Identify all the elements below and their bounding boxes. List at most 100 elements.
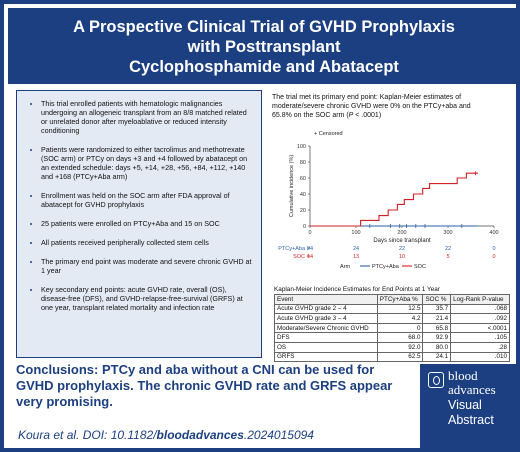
table-row: Acute GVHD grade 3 – 4 4.2 21.4.092 bbox=[274, 313, 510, 324]
endpoint-table: Event PTCy+Aba % SOC % Log-Rank P-value … bbox=[274, 294, 510, 363]
y-tick-label: 100 bbox=[297, 144, 306, 150]
x-tick-label: 100 bbox=[351, 230, 360, 236]
table-cell: .28 bbox=[450, 341, 510, 353]
col-header-soc: SOC % bbox=[422, 294, 452, 305]
x-tick-label: 400 bbox=[489, 230, 498, 236]
risk-value: 0 bbox=[492, 254, 495, 260]
table-cell: 92.0 bbox=[376, 341, 424, 353]
result-line-3-post: < .0001) bbox=[353, 112, 382, 119]
legend-label-0: PTCy+Aba bbox=[372, 264, 400, 270]
col-header-ptcy: PTCy+Aba % bbox=[376, 294, 424, 305]
table-cell: Acute GVHD grade 2 – 4 bbox=[274, 303, 378, 315]
logo-line-3: Visual bbox=[448, 398, 482, 412]
table-cell: .092 bbox=[450, 313, 510, 324]
legend-title: Arm bbox=[340, 264, 351, 270]
y-tick-label: 60 bbox=[300, 176, 306, 182]
table-cell: .105 bbox=[450, 332, 510, 343]
risk-value: 24 bbox=[307, 246, 313, 252]
risk-value: 14 bbox=[307, 254, 313, 260]
table-cell: 24.1 bbox=[422, 351, 452, 363]
table-cell: <.0001 bbox=[450, 322, 510, 334]
result-line-3: 65.8% on the SOC arm (P < .0001) bbox=[272, 111, 512, 120]
table-cell: DFS bbox=[274, 332, 378, 343]
col-header-event: Event bbox=[274, 294, 378, 305]
bullet-primary-endpoint: The primary end point was moderate and s… bbox=[41, 257, 255, 275]
risk-value: 22 bbox=[399, 246, 405, 252]
logo-wordmark: blood advances bbox=[448, 369, 514, 397]
logo-line-2: advances bbox=[448, 382, 496, 397]
table-row: OS 92.0 80.0.28 bbox=[274, 341, 510, 353]
risk-row-label: SOC bbox=[293, 254, 305, 260]
table-row: GRFS 62.5 24.1.010 bbox=[274, 351, 510, 363]
result-line-1: The trial met its primary end point: Kap… bbox=[272, 94, 462, 101]
result-line-2: moderate/severe chronic GVHD were 0% on … bbox=[272, 103, 471, 110]
table-cell: 80.0 bbox=[422, 341, 452, 353]
table-cell: 12.5 bbox=[376, 303, 424, 315]
table-cell: Acute GVHD grade 3 – 4 bbox=[274, 313, 378, 324]
risk-value: 24 bbox=[353, 246, 359, 252]
table-cell: .068 bbox=[450, 303, 510, 315]
censored-legend: + Censored bbox=[314, 131, 343, 137]
primary-endpoint-result: The trial met its primary end point: Kap… bbox=[272, 93, 512, 120]
citation-journal: bloodadvances bbox=[156, 428, 244, 442]
table-row: DFS 68.0 92.9.105 bbox=[274, 332, 510, 343]
bullet-secondary-endpoints: Key secondary end points: acute GVHD rat… bbox=[41, 285, 255, 312]
title-line-2: with Posttransplant bbox=[187, 38, 341, 56]
study-bullet-list: This trial enrolled patients with hemato… bbox=[17, 91, 261, 312]
table-cell: GRFS bbox=[274, 351, 378, 363]
y-tick-label: 0 bbox=[303, 224, 306, 230]
table-cell: 68.0 bbox=[376, 332, 424, 343]
x-tick-label: 0 bbox=[308, 230, 311, 236]
x-tick-label: 300 bbox=[443, 230, 452, 236]
risk-value: 5 bbox=[446, 254, 449, 260]
logo-line-4: Abstract bbox=[448, 413, 494, 427]
x-tick-label: 200 bbox=[397, 230, 406, 236]
table-cell: 4.2 bbox=[376, 313, 424, 324]
title-line-3: Cyclophosphamide and Abatacept bbox=[129, 58, 399, 76]
table-cell: 92.9 bbox=[422, 332, 452, 343]
title-line-1: A Prospective Clinical Trial of GVHD Pro… bbox=[73, 18, 455, 36]
table-row: Acute GVHD grade 2 – 4 12.5 35.7.068 bbox=[274, 303, 510, 315]
endpoint-table-title: Kaplan-Meier Incidence Estimates for End… bbox=[274, 286, 440, 293]
risk-value: 22 bbox=[445, 246, 451, 252]
y-tick-label: 80 bbox=[300, 160, 306, 166]
conclusion-label: Conclusions: bbox=[16, 362, 99, 377]
x-axis-label: Days since transplant bbox=[373, 238, 431, 244]
blood-advances-logo: blood advances Visual Abstract bbox=[420, 364, 516, 448]
risk-row-label: PTCy+Aba bbox=[278, 246, 306, 252]
citation: Koura et al. DOI: 10.1182/bloodadvances.… bbox=[18, 428, 314, 442]
legend-label-1: SOC bbox=[414, 264, 426, 270]
table-cell: 21.4 bbox=[422, 313, 452, 324]
y-tick-label: 40 bbox=[300, 192, 306, 198]
result-p-symbol: P bbox=[348, 112, 354, 119]
bullet-enrollment-criteria: This trial enrolled patients with hemato… bbox=[41, 99, 255, 135]
risk-value: 10 bbox=[399, 254, 405, 260]
risk-value: 0 bbox=[492, 246, 495, 252]
logo-subtitle: Visual Abstract bbox=[448, 398, 514, 428]
table-cell: 35.7 bbox=[422, 303, 452, 315]
citation-prefix: Koura et al. DOI: 10.1182/ bbox=[18, 428, 157, 442]
result-line-3-pre: 65.8% on the SOC arm ( bbox=[272, 112, 349, 119]
page-title: A Prospective Clinical Trial of GVHD Pro… bbox=[48, 17, 480, 77]
km-chart: 0 20 40 60 80 100 0 100 200 300 400 Days since tran… bbox=[268, 124, 516, 284]
y-tick-label: 20 bbox=[300, 208, 306, 214]
study-design-panel: This trial enrolled patients with hemato… bbox=[16, 90, 262, 358]
citation-suffix: .2024015094 bbox=[243, 428, 314, 442]
table-row: Moderate/Severe Chronic GVHD 0 65.8 <.0001 bbox=[274, 322, 510, 334]
table-cell: 62.5 bbox=[376, 351, 424, 363]
y-axis-label: Cumulative incidence (%) bbox=[289, 155, 295, 218]
results-panel: The trial met its primary end point: Kap… bbox=[268, 90, 516, 363]
blood-drop-icon bbox=[428, 372, 444, 388]
table-cell: Moderate/Severe Chronic GVHD bbox=[274, 322, 378, 334]
endpoint-table-header-row: Event PTCy+Aba % SOC % Log-Rank P-value bbox=[274, 294, 510, 305]
table-cell: 65.8 bbox=[422, 322, 452, 334]
bullet-patient-counts: 25 patients were enrolled on PTCy+Aba an… bbox=[41, 219, 255, 228]
logo-line-1: blood bbox=[448, 368, 478, 383]
risk-value: 13 bbox=[353, 254, 359, 260]
table-cell: 0 bbox=[376, 322, 424, 334]
endpoint-table-body: Acute GVHD grade 2 – 4 12.5 35.7.068 Acute … bbox=[274, 303, 510, 363]
bullet-randomization: Patients were randomized to either tacro… bbox=[41, 145, 255, 181]
bullet-enrollment-hold: Enrollment was held on the SOC arm after… bbox=[41, 191, 255, 209]
